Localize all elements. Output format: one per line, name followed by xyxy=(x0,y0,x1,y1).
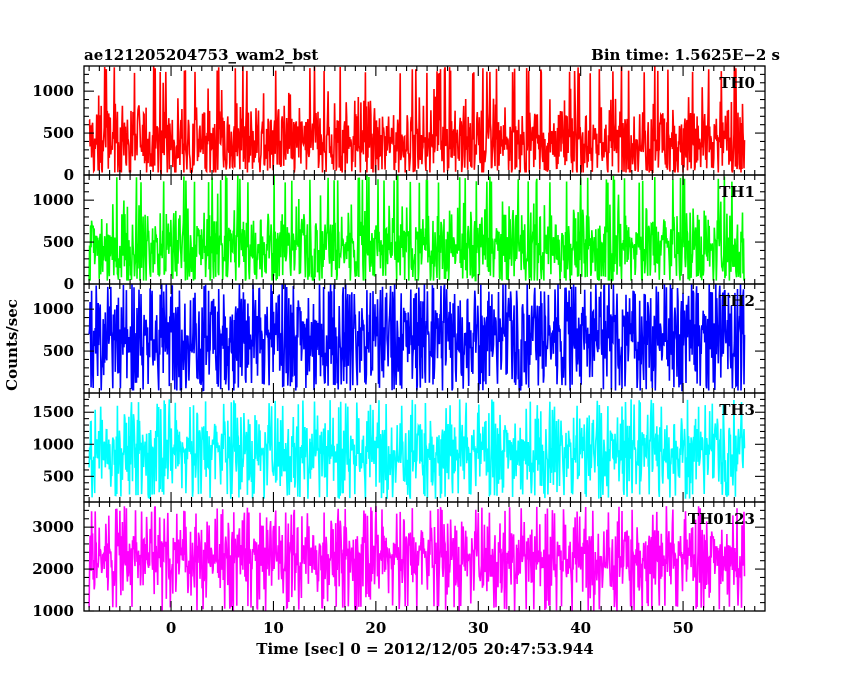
y-tick-label: 0 xyxy=(64,166,74,184)
series-th1-line xyxy=(88,175,746,282)
y-axis-label: Counts/sec xyxy=(3,299,21,391)
y-tick-label: 500 xyxy=(43,467,74,485)
y-tick-label: 500 xyxy=(43,124,74,142)
panel-label-th0: TH0 xyxy=(719,74,755,92)
series-th0-line xyxy=(88,66,746,175)
panel-label-th3: TH3 xyxy=(719,401,755,419)
y-tick-label: 2000 xyxy=(32,560,74,578)
panel-frame xyxy=(83,501,766,612)
x-axis-label: Time [sec] 0 = 2012/12/05 20:47:53.944 xyxy=(256,640,593,658)
y-tick-label: 1000 xyxy=(32,602,74,620)
series-th2-line xyxy=(88,284,746,392)
x-tick-label: 40 xyxy=(570,619,591,637)
panel-label-th2: TH2 xyxy=(719,292,755,310)
x-tick-label: 10 xyxy=(263,619,284,637)
y-tick-label: 1000 xyxy=(32,191,74,209)
panel-th0: 0 500 1000 TH0 xyxy=(32,65,766,184)
y-tick-label: 500 xyxy=(43,342,74,360)
y-tick-label: 1000 xyxy=(32,300,74,318)
y-tick-label: 0 xyxy=(64,275,74,293)
panel-label-th1: TH1 xyxy=(719,183,755,201)
x-tick-label: 50 xyxy=(673,619,694,637)
panel-th0123: 1000 2000 3000 TH0123 xyxy=(32,501,766,620)
x-tick-label: 20 xyxy=(365,619,386,637)
panel-th1: 0 500 1000 TH1 xyxy=(32,174,766,293)
x-tick-label: 0 xyxy=(166,619,176,637)
panel-th3: 500 1000 1500 TH3 xyxy=(32,392,766,503)
panel-th2: 500 1000 TH2 xyxy=(32,283,766,394)
y-tick-label: 1000 xyxy=(32,435,74,453)
y-tick-label: 1000 xyxy=(32,82,74,100)
y-tick-label: 1500 xyxy=(32,403,74,421)
panel-label-th0123: TH0123 xyxy=(688,510,755,528)
y-tick-label: 3000 xyxy=(32,518,74,536)
series-th3-line xyxy=(88,399,746,500)
y-tick-label: 500 xyxy=(43,233,74,251)
chart-title-left: ae121205204753_wam2_bst xyxy=(84,46,318,64)
x-tick-label: 30 xyxy=(468,619,489,637)
series-th0123-line xyxy=(88,506,746,611)
chart-title-right: Bin time: 1.5625E−2 s xyxy=(591,46,780,64)
